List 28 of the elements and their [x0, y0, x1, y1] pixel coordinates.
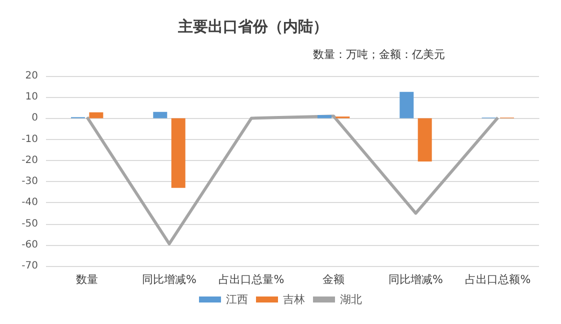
y-tick-label: -30 — [22, 176, 38, 188]
x-tick-label: 占出口总额% — [465, 273, 531, 286]
x-tick-label: 同比增减% — [142, 273, 196, 286]
y-tick-label: 10 — [25, 92, 38, 103]
chart-title: 主要出口省份（内陆） — [177, 18, 328, 36]
y-tick-label: -60 — [22, 239, 38, 250]
y-tick-label: -70 — [22, 260, 38, 272]
x-tick-label: 同比增减% — [388, 273, 443, 286]
bar — [418, 118, 432, 162]
y-tick-label: -50 — [22, 218, 38, 230]
y-tick-label: -10 — [22, 134, 38, 145]
line-series — [86, 114, 500, 246]
bar — [171, 118, 186, 188]
y-tick-label: 0 — [32, 112, 38, 124]
bar — [317, 115, 332, 118]
legend-label: 江西 — [226, 293, 248, 306]
y-tick-label: 20 — [25, 70, 38, 82]
x-tick-label: 数量 — [76, 273, 98, 286]
bar — [89, 112, 104, 118]
y-tick-label: -20 — [22, 154, 38, 166]
y-tick-label: -40 — [22, 197, 38, 208]
x-tick-label: 占出口总量% — [218, 273, 284, 286]
x-tick-label: 金额 — [322, 273, 345, 286]
chart-subtitle: 数量：万吨；金额：亿美元 — [313, 48, 445, 61]
legend-label: 湖北 — [340, 293, 362, 306]
legend-label: 吉林 — [283, 293, 305, 306]
bar — [400, 92, 414, 118]
bar — [153, 112, 168, 118]
